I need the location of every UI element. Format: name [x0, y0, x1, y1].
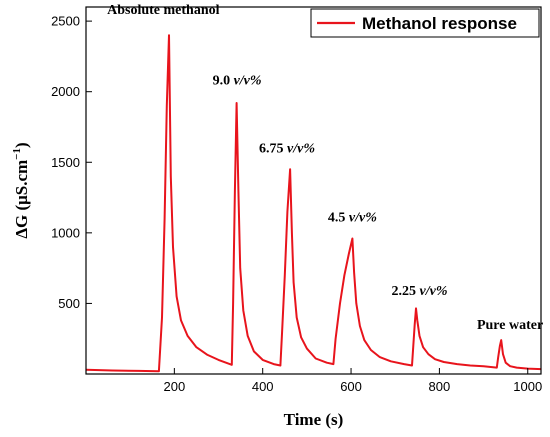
x-axis-title: Time (s): [284, 410, 344, 429]
peak-annotation: Pure water: [477, 318, 543, 333]
y-tick-label: 2500: [51, 14, 80, 29]
x-tick-label: 1000: [513, 379, 542, 394]
legend-label: Methanol response: [362, 14, 517, 33]
y-tick-label: 1500: [51, 155, 80, 170]
y-axis-title-close: ): [12, 142, 31, 148]
plot-area: [85, 34, 542, 373]
peak-annotation: 4.5 v/v%: [328, 211, 377, 226]
peak-annotation: 9.0 v/v%: [213, 74, 262, 89]
x-tick-label: 200: [163, 379, 185, 394]
x-tick-label: 800: [429, 379, 451, 394]
peak-annotations: Absolute methanol 9.0 v/v% 6.75 v/v% 4.5 v/…: [107, 3, 543, 333]
plot-frame: [85, 6, 542, 375]
peak-annotation: 2.25 v/v%: [392, 284, 448, 299]
y-axis-title-superscript: −1: [11, 148, 23, 160]
y-tick-label: 500: [58, 296, 80, 311]
y-axis-title-main: ΔG (μS.cm: [12, 160, 31, 239]
peak-annotation: Absolute methanol: [107, 3, 220, 18]
y-tick-label: 1000: [51, 225, 80, 240]
x-tick-label: 400: [252, 379, 274, 394]
x-tick-label: 600: [340, 379, 362, 394]
y-tick-label: 2000: [51, 84, 80, 99]
y-axis-title: ΔG (μS.cm−1): [11, 142, 31, 238]
legend: Methanol response: [310, 8, 540, 38]
peak-annotation: 6.75 v/v%: [259, 141, 315, 156]
y-axis-ticks: 500 1000 1500 2000 2500: [51, 14, 92, 311]
series-line-methanol-response: [85, 34, 542, 373]
x-axis-ticks: 200 400 600 800 1000: [163, 368, 542, 394]
